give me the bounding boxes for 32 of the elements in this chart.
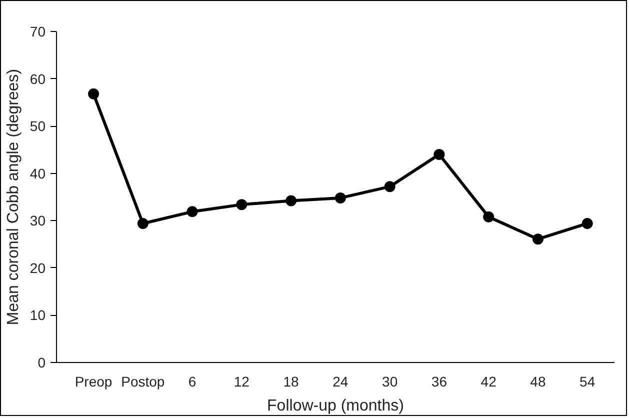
x-tick-label: 12 bbox=[234, 374, 250, 390]
y-tick-label: 60 bbox=[30, 70, 46, 87]
x-tick-label: 48 bbox=[530, 374, 546, 390]
x-tick-label: 30 bbox=[382, 374, 398, 390]
y-tick-label: 30 bbox=[30, 212, 46, 229]
point bbox=[434, 148, 445, 160]
point bbox=[582, 218, 593, 229]
point bbox=[483, 211, 494, 222]
y-tick-label: 10 bbox=[30, 307, 46, 324]
point bbox=[334, 192, 346, 204]
point bbox=[88, 88, 100, 100]
point bbox=[384, 181, 396, 192]
y-tick-label: 20 bbox=[30, 260, 46, 276]
point bbox=[186, 206, 198, 218]
x-tick-label: 54 bbox=[580, 374, 596, 390]
x-tick-label: Postop bbox=[121, 374, 165, 390]
x-tick-label: 18 bbox=[283, 374, 300, 390]
x-tick-label: 42 bbox=[480, 374, 497, 390]
x-tick-label: 36 bbox=[431, 374, 448, 390]
x-tick-label: 6 bbox=[188, 374, 196, 390]
point bbox=[137, 218, 148, 229]
point bbox=[236, 199, 248, 210]
y-tick-label: 40 bbox=[30, 165, 46, 182]
point bbox=[532, 234, 544, 245]
point bbox=[286, 195, 297, 206]
y-tick-label: 0 bbox=[38, 354, 46, 370]
x-axis-title: Follow-up (months) bbox=[267, 398, 404, 414]
y-tick-label: 50 bbox=[30, 118, 46, 134]
x-tick-label: 24 bbox=[332, 374, 348, 390]
y-axis-title: Mean coronal Cobb angle (degrees) bbox=[4, 68, 22, 326]
x-tick-label: Preop bbox=[74, 374, 112, 390]
y-tick-label: 70 bbox=[30, 24, 46, 40]
